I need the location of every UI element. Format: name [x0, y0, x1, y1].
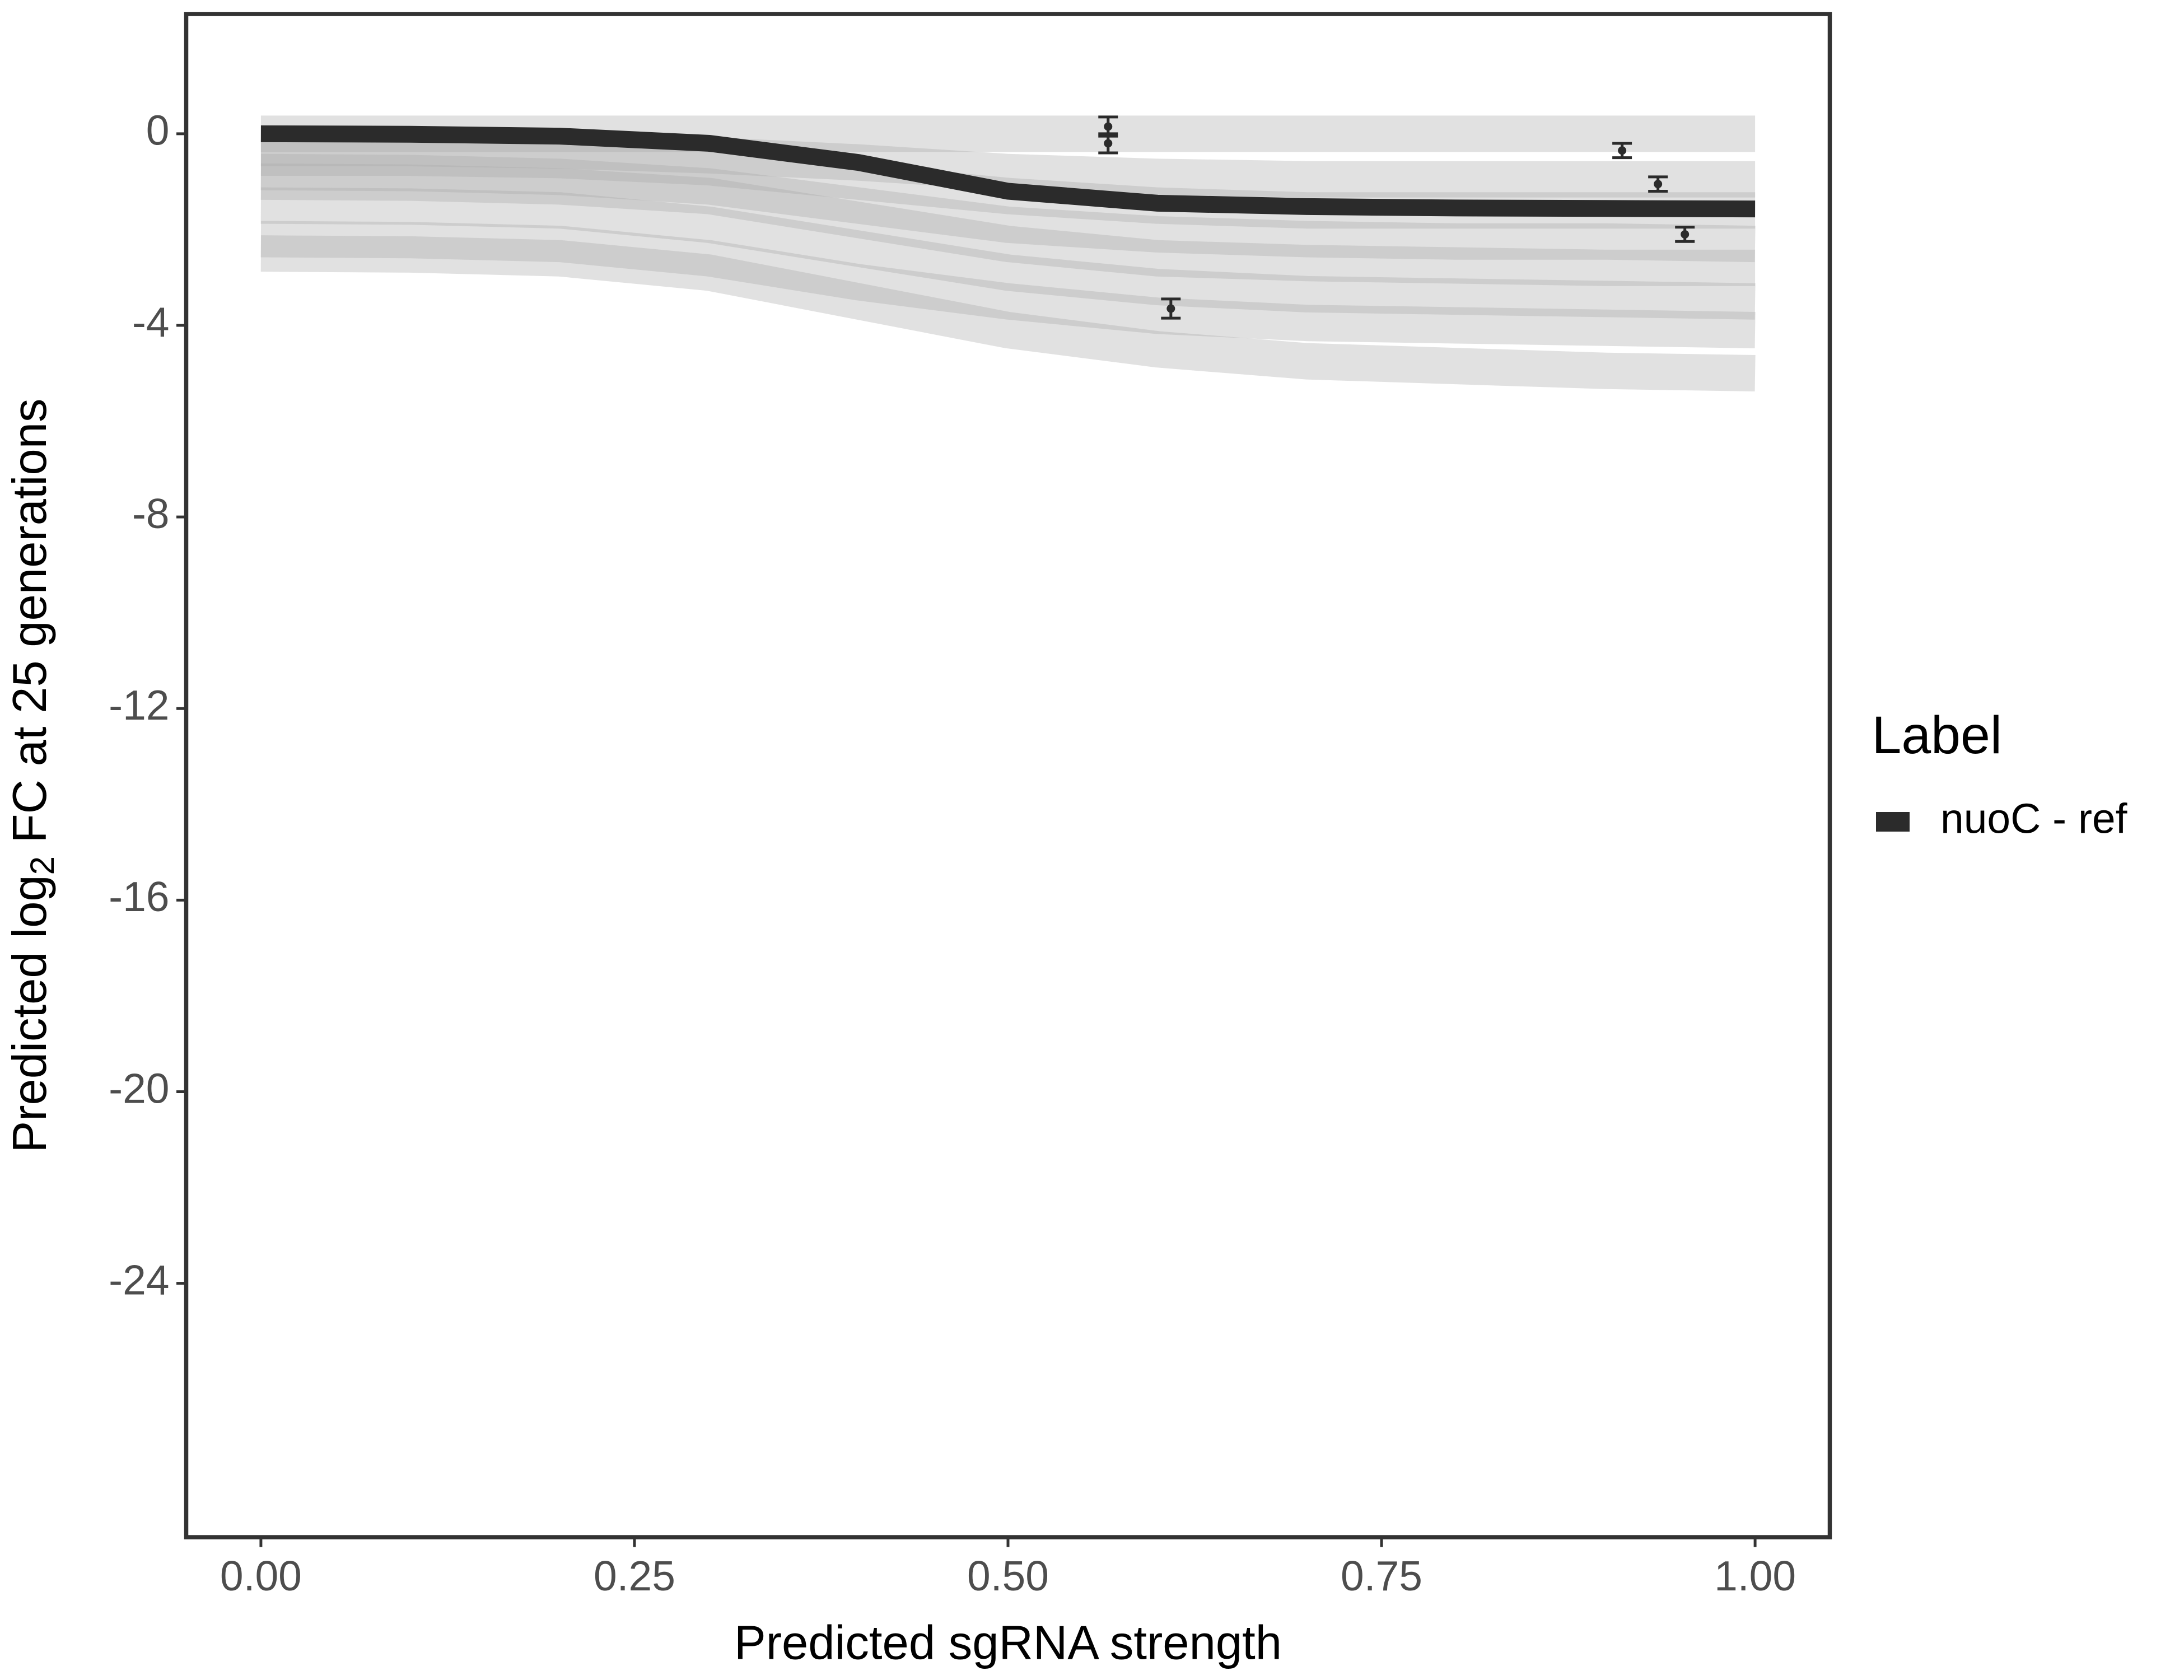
- posterior-draw: [260, 187, 1756, 320]
- y-axis-title-sub: 2: [24, 856, 61, 875]
- y-tick-label: 0: [146, 107, 170, 154]
- point: [1104, 122, 1113, 131]
- y-tick-label: -4: [132, 298, 170, 346]
- y-axis-title-part: Predicted log: [3, 875, 57, 1152]
- point: [1166, 304, 1175, 313]
- posterior-draw: [260, 163, 1756, 286]
- x-tick-label: 0.00: [220, 1552, 302, 1599]
- x-tick-label: 1.00: [1714, 1552, 1796, 1599]
- legend-title: Label: [1872, 706, 2002, 765]
- line: [260, 125, 1756, 218]
- point: [1104, 139, 1113, 148]
- point: [1654, 180, 1663, 189]
- y-axis-title-part: FC at 25 generations: [3, 399, 57, 856]
- y-tick-label: -8: [132, 490, 170, 537]
- panel-border: [184, 12, 1832, 1539]
- legend-key: [1876, 812, 1910, 832]
- x-tick-label: 0.50: [967, 1552, 1049, 1599]
- posterior-draw: [260, 130, 1756, 198]
- posterior-draw: [260, 221, 1756, 349]
- posterior-draw: [260, 153, 1756, 263]
- y-tick-label: -24: [109, 1256, 169, 1303]
- legend-label: nuoC - ref: [1940, 795, 2127, 842]
- point: [1618, 146, 1627, 155]
- y-tick-label: -16: [109, 873, 169, 920]
- posterior-draw: [260, 235, 1756, 391]
- y-tick-label: -12: [109, 682, 169, 729]
- x-tick-label: 0.25: [594, 1552, 675, 1599]
- x-tick-label: 0.75: [1341, 1552, 1422, 1599]
- y-tick-label: -20: [109, 1065, 169, 1112]
- point: [1681, 230, 1690, 239]
- x-axis-title: Predicted sgRNA strength: [734, 1616, 1282, 1669]
- y-axis-title: Predicted log2 FC at 25 generations: [3, 399, 60, 1153]
